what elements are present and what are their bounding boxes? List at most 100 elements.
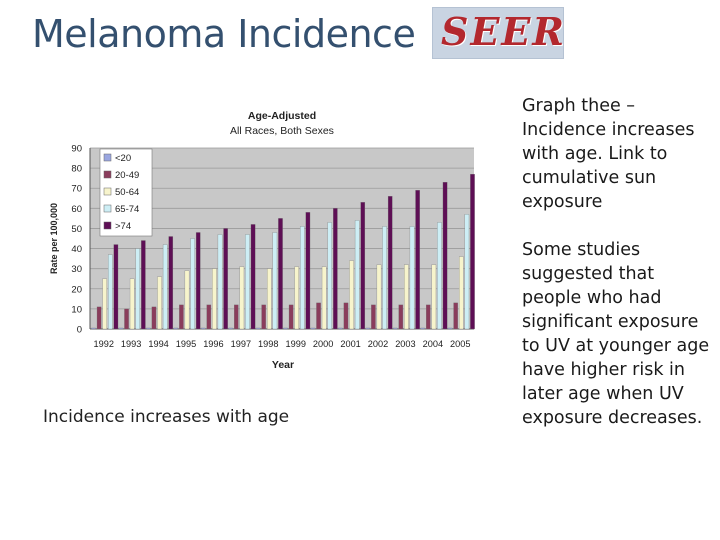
y-tick-label: 20 [71,284,82,295]
y-tick-label: 0 [77,325,82,336]
y-tick-label: 10 [71,304,82,315]
bar [459,256,464,330]
bar [349,260,354,330]
bar [464,214,470,330]
bar [162,244,168,330]
legend-swatch [103,221,112,230]
y-tick-label: 40 [71,244,82,255]
legend-label: 50-64 [115,187,139,198]
bar [382,226,387,330]
bar [217,234,223,330]
bar [415,190,420,330]
x-tick-label: 2005 [450,339,470,349]
bar [453,302,458,330]
bar [267,268,272,330]
y-tick-label: 90 [71,144,82,155]
note-paragraph-2: Some studies suggested that people who h… [522,240,710,428]
bar [190,238,195,330]
seer-logo: SEER [432,7,564,59]
legend-label: 65-74 [115,204,139,215]
bar [91,327,96,330]
y-axis-title: Rate per 100,000 [49,203,59,274]
note-paragraph-1: Graph thee – Incidence increases with ag… [522,96,695,212]
bar [245,234,250,330]
incidence-bar-chart: 0 10 20 30 40 50 60 70 80 90 1992 1993 1994 1995 1996 1… [49,110,475,371]
notes-panel: Graph thee – Incidence increases with ag… [522,94,718,430]
bar [118,327,124,330]
legend-swatch [103,187,112,196]
chart-container: 0 10 20 30 40 50 60 70 80 90 1992 1993 1994 1995 1996 1… [46,100,480,374]
bar [321,266,327,330]
x-tick-label: 2000 [313,339,333,349]
bar [437,222,442,330]
y-tick-label: 30 [71,264,82,275]
bar [316,302,321,330]
bar [200,327,206,330]
bar [294,266,299,330]
bar [195,232,201,330]
bar [168,236,174,330]
bar [108,254,113,330]
bar [223,228,228,330]
bar [354,220,360,330]
bar [365,327,371,330]
seer-logo-text: SEER [441,9,566,54]
bar [420,327,425,330]
bar [234,304,239,330]
bar [392,327,398,330]
bar [212,268,217,330]
x-tick-label: 2001 [340,339,360,349]
bar [327,222,332,330]
y-tick-label: 70 [71,184,82,195]
x-tick-label: 1996 [203,339,223,349]
bar [404,264,409,330]
x-tick-label: 1997 [231,339,251,349]
legend-swatch [103,153,112,162]
bar [135,248,140,330]
bar [387,196,393,330]
legend-label: >74 [115,221,131,232]
x-axis-title: Year [272,359,294,371]
bar [146,327,151,330]
bar [288,304,294,330]
x-tick-label: 1994 [148,339,168,349]
bar [376,264,382,330]
legend-swatch [103,204,112,213]
bar [398,304,404,330]
bar [255,327,261,330]
bar [113,244,119,330]
y-tick-label: 80 [71,164,82,175]
slide-title: Melanoma Incidence [32,12,416,56]
x-tick-label: 1999 [285,339,305,349]
x-tick-label: 1993 [121,339,141,349]
bar [343,302,349,330]
bar [442,182,448,330]
bar [228,327,233,330]
chart-title: Age-Adjusted [248,110,316,122]
bar [141,240,146,330]
legend-label: <20 [115,153,131,164]
chart-subtitle: All Races, Both Sexes [230,125,334,137]
bar [283,327,288,330]
bar [278,218,283,330]
x-tick-label: 2004 [423,339,443,349]
bar [179,304,184,330]
bar [124,308,129,330]
bar [102,278,107,330]
x-tick-label: 1995 [176,339,196,349]
bar [338,327,343,330]
bar [206,304,212,330]
bar [157,276,162,330]
bar [470,173,475,330]
bar [426,304,431,330]
x-tick-label: 1992 [93,339,113,349]
y-tick-label: 50 [71,224,82,235]
bar [310,327,316,330]
bar [409,226,415,330]
bar [129,278,135,330]
bar [333,208,338,330]
x-tick-label: 1998 [258,339,278,349]
bar [173,327,179,330]
chart-caption: Incidence increases with age [43,407,290,427]
x-tick-label: 2003 [395,339,415,349]
